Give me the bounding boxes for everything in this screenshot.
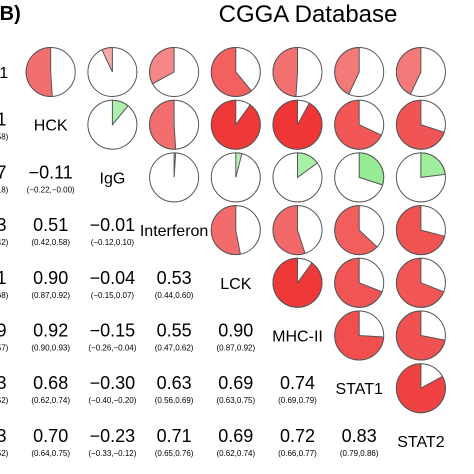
correlation-value: −0.11 xyxy=(29,162,73,182)
correlation-value: −0.15 xyxy=(90,321,136,341)
variable-label-hck: HCK xyxy=(34,118,68,135)
correlation-value: 0.90 xyxy=(33,268,68,288)
pie-wedge xyxy=(272,257,323,308)
correlation-value: 0.61 xyxy=(0,268,7,288)
confidence-interval: (0.66,0.77) xyxy=(278,449,317,458)
confidence-interval: (0.34,0.52) xyxy=(0,396,9,405)
pie-wedge xyxy=(420,152,446,178)
correlation-value: 0.71 xyxy=(157,426,192,446)
confidence-interval: (0.34,0.52) xyxy=(0,449,9,458)
confidence-interval: (0.44,0.60) xyxy=(155,291,194,300)
confidence-interval: (0.47,0.62) xyxy=(155,344,194,353)
variable-label-stat2: STAT2 xyxy=(397,434,445,451)
pie-wedge xyxy=(272,205,306,256)
correlation-value: 0.74 xyxy=(280,373,315,393)
pie-wedge xyxy=(395,363,446,414)
correlation-value: 0.70 xyxy=(33,426,68,446)
pie-wedge xyxy=(272,46,298,97)
pie-wedge xyxy=(395,46,422,95)
correlation-value: 0.07 xyxy=(0,162,7,182)
correlation-value: −0.01 xyxy=(90,215,136,235)
correlation-value: 0.69 xyxy=(218,426,253,446)
pie-wedge xyxy=(210,205,241,256)
variable-label-cd161: D161 xyxy=(0,65,8,82)
pie-wedge xyxy=(111,99,129,127)
confidence-interval: (0.69,0.79) xyxy=(278,396,317,405)
variable-label-mhc-ii: MHC-II xyxy=(272,329,323,346)
correlation-value: −0.04 xyxy=(90,268,136,288)
correlation-value: 0.68 xyxy=(33,373,68,393)
correlogram-grid: D161 HCK IgG Interferon LCK MHC-II STAT1 STAT2 0… xyxy=(0,46,446,458)
confidence-interval: (0.42,0.58) xyxy=(0,133,9,142)
pie-wedge xyxy=(297,152,319,179)
confidence-interval: (0.62,0.74) xyxy=(31,396,70,405)
pie-wedge xyxy=(358,152,385,186)
correlation-value: 0.33 xyxy=(0,215,7,235)
pie-wedge xyxy=(395,205,446,256)
correlation-value: 0.55 xyxy=(157,321,192,341)
pie-wedge xyxy=(149,46,175,85)
confidence-interval: (−0.26,−0.04) xyxy=(88,344,136,353)
confidence-interval: (0.56,0.69) xyxy=(155,396,194,405)
confidence-interval: (0.65,0.76) xyxy=(155,449,194,458)
variable-label-igg: IgG xyxy=(100,170,126,187)
pie-wedge xyxy=(210,46,253,97)
correlation-value: 0.69 xyxy=(218,373,253,393)
confidence-interval: (0.64,0.75) xyxy=(31,449,70,458)
confidence-interval: (0.42,0.58) xyxy=(31,238,70,247)
variable-label-stat1: STAT1 xyxy=(335,381,383,398)
confidence-interval: (0.63,0.75) xyxy=(216,396,255,405)
pie-wedge xyxy=(334,257,383,308)
variable-label-lck: LCK xyxy=(220,276,251,293)
pie-wedge xyxy=(173,152,177,178)
correlation-value: 0.92 xyxy=(33,321,68,341)
confidence-interval: (0.79,0.86) xyxy=(340,449,379,458)
pie-wedge xyxy=(395,257,445,308)
confidence-interval: (−0.40,−0.20) xyxy=(88,396,136,405)
pie-wedge xyxy=(101,46,113,73)
chart-title: CGGA Database xyxy=(219,1,398,28)
pie-wedge xyxy=(395,310,446,361)
pie-wedge xyxy=(25,46,53,97)
pie-wedge xyxy=(395,99,445,150)
correlation-value: 0.51 xyxy=(33,215,68,235)
confidence-interval: (−0.12,0.10) xyxy=(91,238,135,247)
pie-wedge xyxy=(334,310,385,361)
confidence-interval: (0.41,0.57) xyxy=(0,344,9,353)
panel-label: (B) xyxy=(0,3,21,25)
correlation-value: 0.49 xyxy=(0,321,7,341)
correlation-value: 0.43 xyxy=(0,373,7,393)
correlation-value: 0.51 xyxy=(0,110,7,130)
correlation-value: 0.63 xyxy=(157,373,192,393)
correlation-value: 0.83 xyxy=(342,426,377,446)
pie-wedge xyxy=(210,99,261,150)
confidence-interval: (−0.15,0.07) xyxy=(91,291,135,300)
confidence-interval: (0.54,0.68) xyxy=(0,291,9,300)
pie-wedge xyxy=(334,205,378,256)
correlation-value: 0.72 xyxy=(280,426,315,446)
confidence-interval: (0.87,0.92) xyxy=(216,344,255,353)
confidence-interval: (−0.33,−0.12) xyxy=(88,449,136,458)
variable-label-interferon: Interferon xyxy=(140,223,208,240)
confidence-interval: (0.90,0.93) xyxy=(31,344,70,353)
confidence-interval: (0.23,0.42) xyxy=(0,238,9,247)
pie-wedge xyxy=(334,46,360,95)
pie-wedge xyxy=(149,99,177,150)
pie-wedge xyxy=(334,99,383,150)
confidence-interval: (0.87,0.92) xyxy=(31,291,70,300)
confidence-interval: (0.62,0.74) xyxy=(216,449,255,458)
correlation-value: −0.30 xyxy=(90,373,136,393)
correlation-value: 0.90 xyxy=(218,321,253,341)
pie-wedge xyxy=(272,99,323,150)
confidence-interval: (−0.22,−0.00) xyxy=(27,185,75,194)
correlation-value: 0.53 xyxy=(157,268,192,288)
correlation-value: 0.43 xyxy=(0,426,7,446)
pie-wedge xyxy=(235,152,243,178)
correlation-value: −0.23 xyxy=(90,426,136,446)
confidence-interval: (0.04,0.18) xyxy=(0,185,9,194)
